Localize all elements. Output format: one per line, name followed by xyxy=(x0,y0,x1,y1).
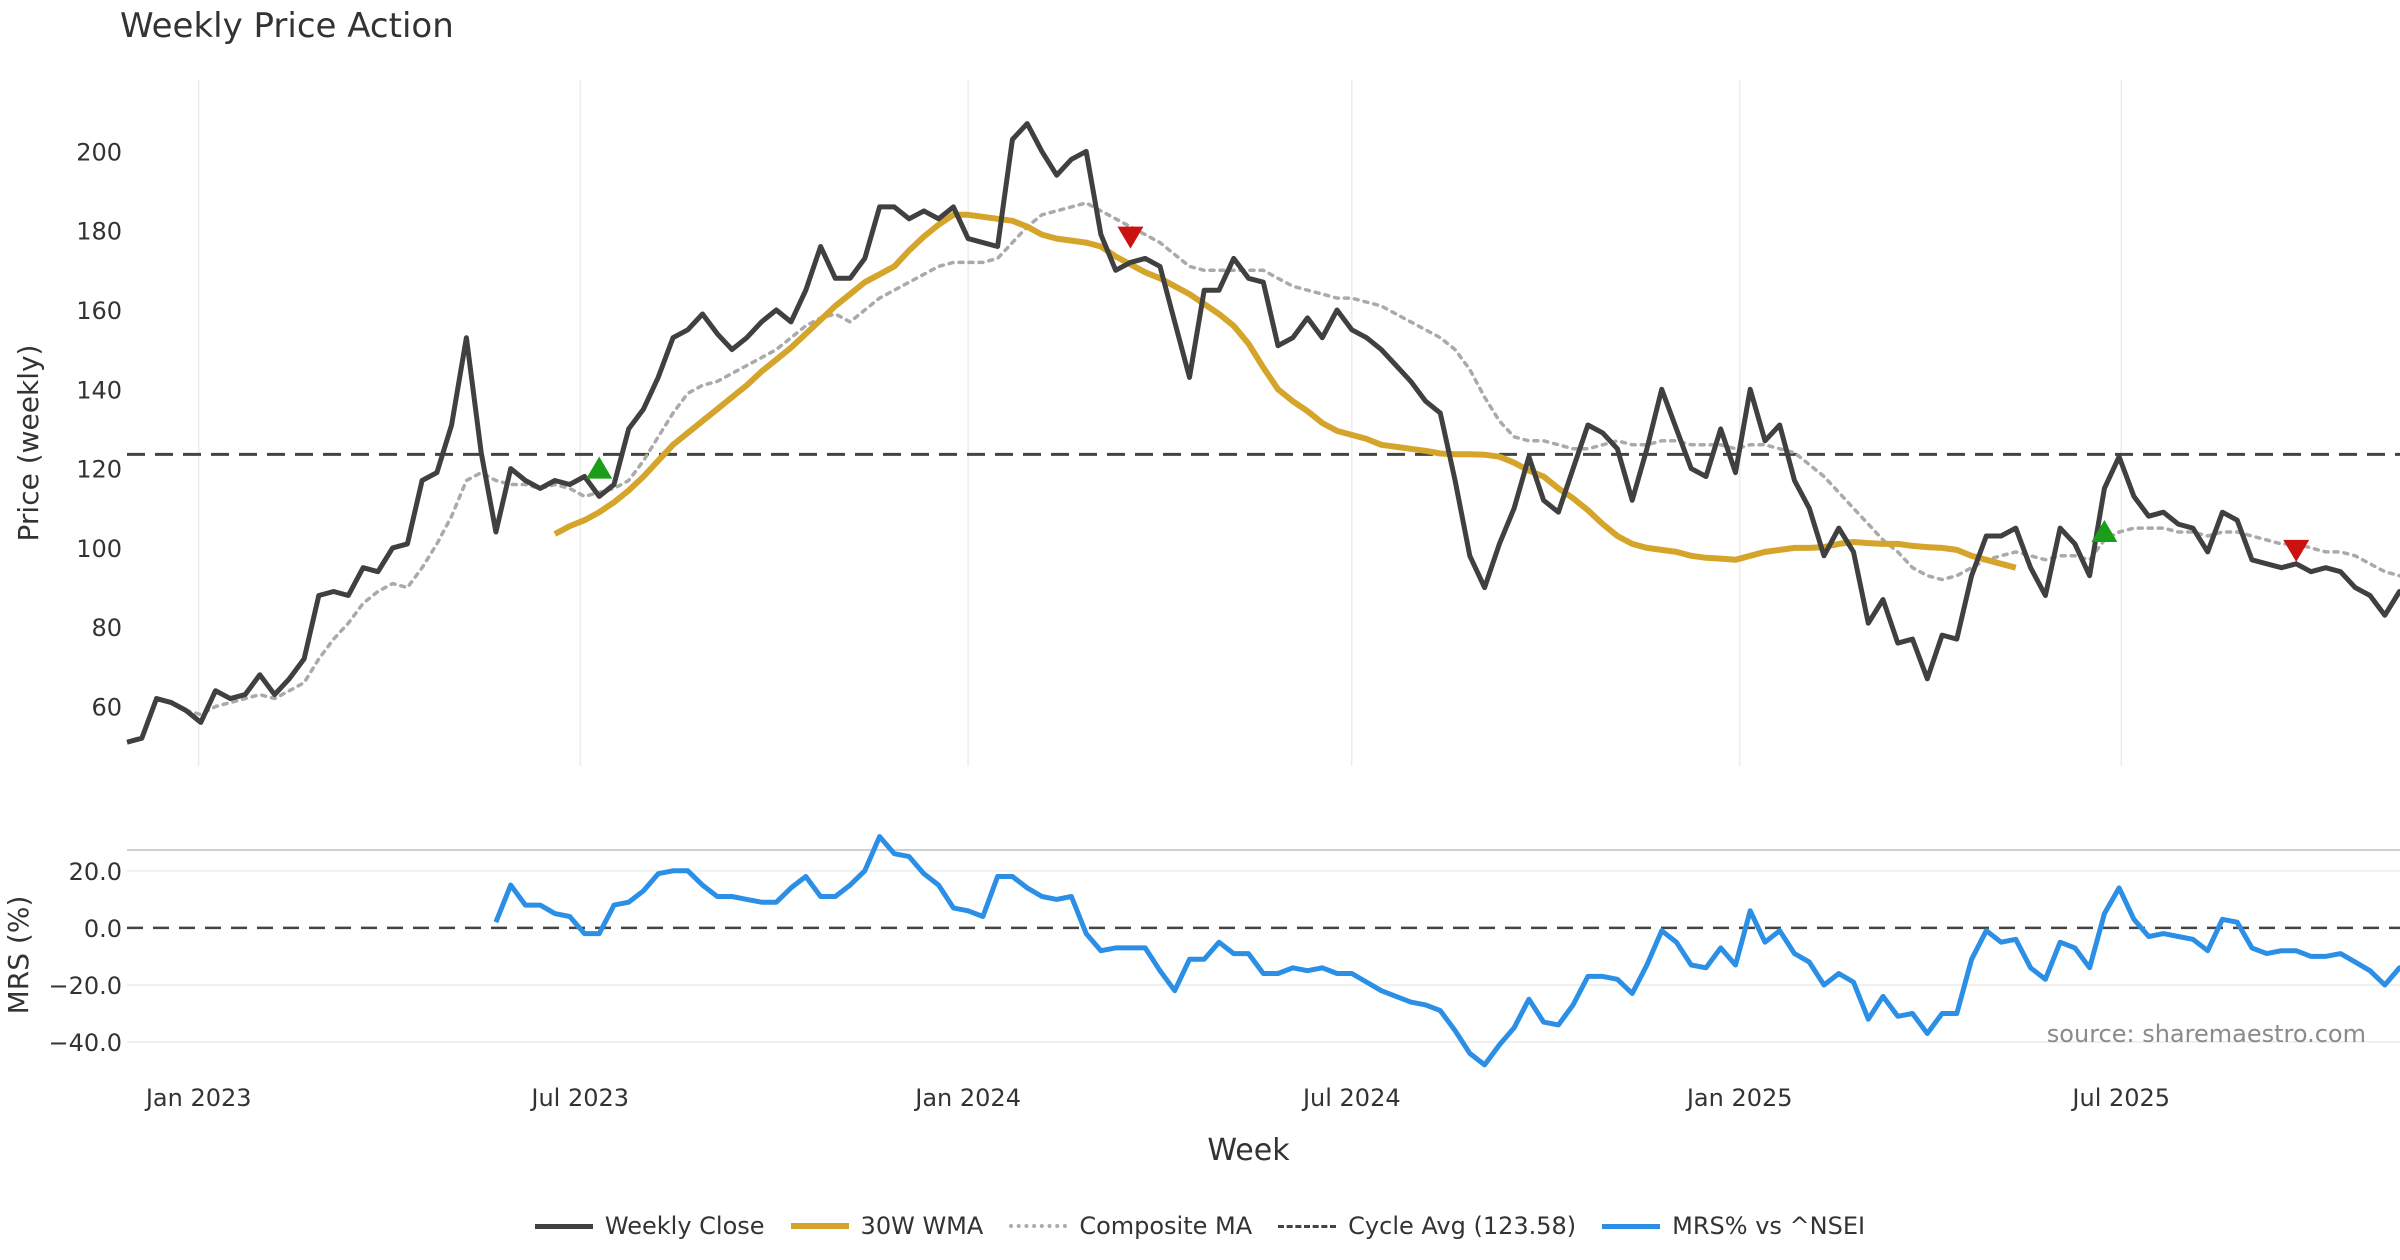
price-y-tick-label: 60 xyxy=(91,694,122,722)
x-axis-label: Week xyxy=(1207,1133,1290,1168)
price-y-tick-label: 180 xyxy=(76,218,122,246)
x-tick-label: Jul 2023 xyxy=(529,1084,629,1112)
legend-swatch-mrs xyxy=(1602,1223,1661,1229)
x-tick-label: Jan 2024 xyxy=(913,1084,1021,1112)
x-tick-label: Jul 2025 xyxy=(2070,1084,2170,1112)
legend-item-close: Weekly Close xyxy=(534,1212,765,1240)
x-tick-label: Jul 2024 xyxy=(1301,1084,1401,1112)
legend-swatch-close xyxy=(534,1223,593,1229)
legend-item-composite: Composite MA xyxy=(1009,1212,1252,1240)
mrs-y-tick-label: 20.0 xyxy=(69,858,122,886)
source-note: source: sharemaestro.com xyxy=(2046,1020,2366,1048)
legend-swatch-cycle xyxy=(1278,1224,1337,1228)
x-tick-label: Jan 2025 xyxy=(1685,1084,1793,1112)
legend-swatch-composite xyxy=(1009,1224,1068,1228)
price-y-axis-label: Price (weekly) xyxy=(12,345,45,542)
legend: Weekly Close 30W WMA Composite MA Cycle … xyxy=(0,1212,2400,1240)
price-y-tick-label: 160 xyxy=(76,297,122,325)
mrs-y-tick-label: −40.0 xyxy=(48,1029,122,1057)
sell-signal-marker xyxy=(2283,539,2310,562)
legend-label-composite: Composite MA xyxy=(1079,1212,1253,1240)
legend-label-close: Weekly Close xyxy=(604,1212,765,1240)
series-line-composite xyxy=(184,201,2400,717)
mrs-y-axis-label: MRS (%) xyxy=(2,896,35,1015)
price-y-tick-label: 80 xyxy=(91,614,122,642)
legend-label-wma: 30W WMA xyxy=(860,1212,984,1240)
legend-swatch-wma xyxy=(790,1223,849,1229)
buy-signal-marker xyxy=(2091,520,2118,543)
legend-label-cycle: Cycle Avg (123.58) xyxy=(1348,1212,1577,1240)
legend-item-mrs: MRS% vs ^NSEI xyxy=(1602,1212,1865,1240)
legend-label-mrs: MRS% vs ^NSEI xyxy=(1672,1212,1866,1240)
mrs-y-tick-label: −20.0 xyxy=(48,972,122,1000)
chart-title: Weekly Price Action xyxy=(120,6,454,46)
legend-item-wma: 30W WMA xyxy=(790,1212,984,1240)
price-y-tick-label: 100 xyxy=(76,535,122,563)
series-line-wma xyxy=(553,211,2017,571)
x-tick-label: Jan 2023 xyxy=(144,1084,252,1112)
sell-signal-marker xyxy=(1117,226,1144,249)
price-y-tick-label: 200 xyxy=(76,138,122,166)
mrs-y-tick-label: 0.0 xyxy=(84,915,122,943)
series-line-close xyxy=(126,121,2400,745)
legend-item-cycle: Cycle Avg (123.58) xyxy=(1278,1212,1576,1240)
price-y-tick-label: 140 xyxy=(76,376,122,404)
buy-signal-marker xyxy=(586,456,613,479)
series-line-mrs xyxy=(493,834,2400,1068)
price-y-tick-label: 120 xyxy=(76,456,122,484)
